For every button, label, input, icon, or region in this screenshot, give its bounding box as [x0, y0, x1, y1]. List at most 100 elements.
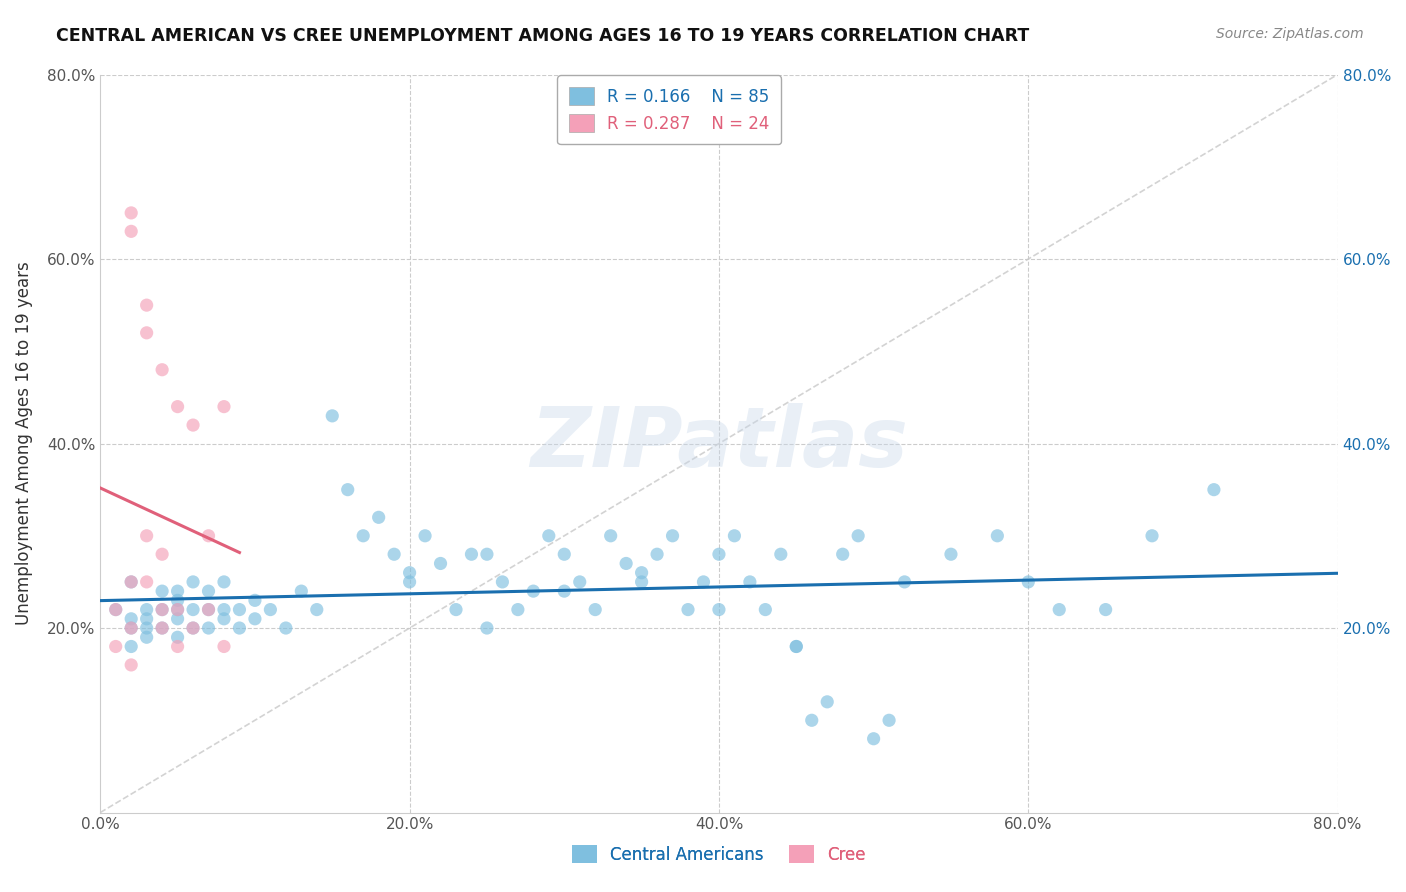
Point	[274, 621, 297, 635]
Point	[815, 695, 838, 709]
Point	[305, 602, 328, 616]
Point	[120, 621, 142, 635]
Point	[120, 640, 142, 654]
Point	[1017, 574, 1039, 589]
Point	[150, 602, 173, 616]
Point	[166, 584, 188, 599]
Point	[522, 584, 544, 599]
Point	[367, 510, 389, 524]
Point	[150, 621, 173, 635]
Point	[939, 547, 962, 561]
Point	[785, 640, 807, 654]
Text: ZIPatlas: ZIPatlas	[530, 403, 908, 484]
Point	[893, 574, 915, 589]
Point	[150, 547, 173, 561]
Y-axis label: Unemployment Among Ages 16 to 19 years: Unemployment Among Ages 16 to 19 years	[15, 261, 32, 625]
Text: Source: ZipAtlas.com: Source: ZipAtlas.com	[1216, 27, 1364, 41]
Point	[321, 409, 343, 423]
Point	[491, 574, 513, 589]
Point	[166, 602, 188, 616]
Point	[135, 630, 157, 644]
Point	[692, 574, 714, 589]
Point	[800, 713, 823, 727]
Point	[630, 566, 652, 580]
Point	[382, 547, 405, 561]
Point	[120, 657, 142, 672]
Point	[166, 602, 188, 616]
Point	[1140, 529, 1163, 543]
Point	[166, 400, 188, 414]
Point	[630, 574, 652, 589]
Point	[553, 584, 575, 599]
Point	[352, 529, 374, 543]
Point	[197, 621, 219, 635]
Point	[135, 621, 157, 635]
Legend: Central Americans, Cree: Central Americans, Cree	[565, 838, 873, 871]
Point	[846, 529, 869, 543]
Point	[212, 574, 235, 589]
Point	[150, 602, 173, 616]
Point	[413, 529, 436, 543]
Point	[181, 574, 204, 589]
Point	[181, 418, 204, 433]
Point	[166, 612, 188, 626]
Point	[228, 602, 250, 616]
Point	[475, 547, 498, 561]
Point	[676, 602, 699, 616]
Point	[707, 547, 730, 561]
Point	[135, 326, 157, 340]
Point	[738, 574, 761, 589]
Point	[862, 731, 884, 746]
Point	[120, 206, 142, 220]
Point	[444, 602, 467, 616]
Point	[120, 574, 142, 589]
Point	[212, 612, 235, 626]
Point	[135, 298, 157, 312]
Point	[568, 574, 591, 589]
Point	[429, 557, 451, 571]
Point	[197, 529, 219, 543]
Point	[336, 483, 359, 497]
Point	[135, 529, 157, 543]
Point	[831, 547, 853, 561]
Point	[120, 224, 142, 238]
Text: CENTRAL AMERICAN VS CREE UNEMPLOYMENT AMONG AGES 16 TO 19 YEARS CORRELATION CHAR: CENTRAL AMERICAN VS CREE UNEMPLOYMENT AM…	[56, 27, 1029, 45]
Point	[259, 602, 281, 616]
Point	[661, 529, 683, 543]
Point	[166, 640, 188, 654]
Point	[1202, 483, 1225, 497]
Point	[537, 529, 560, 543]
Point	[104, 602, 127, 616]
Point	[398, 574, 420, 589]
Point	[243, 593, 266, 607]
Point	[197, 584, 219, 599]
Point	[150, 362, 173, 376]
Point	[460, 547, 482, 561]
Point	[212, 640, 235, 654]
Point	[707, 602, 730, 616]
Point	[120, 612, 142, 626]
Point	[599, 529, 621, 543]
Point	[723, 529, 745, 543]
Point	[104, 640, 127, 654]
Point	[150, 584, 173, 599]
Point	[877, 713, 900, 727]
Point	[135, 574, 157, 589]
Point	[166, 593, 188, 607]
Point	[181, 621, 204, 635]
Point	[986, 529, 1008, 543]
Point	[785, 640, 807, 654]
Point	[120, 621, 142, 635]
Point	[1094, 602, 1116, 616]
Point	[614, 557, 637, 571]
Point	[150, 621, 173, 635]
Point	[506, 602, 529, 616]
Point	[197, 602, 219, 616]
Point	[135, 602, 157, 616]
Point	[181, 602, 204, 616]
Point	[290, 584, 312, 599]
Point	[754, 602, 776, 616]
Point	[1047, 602, 1070, 616]
Point	[166, 630, 188, 644]
Point	[398, 566, 420, 580]
